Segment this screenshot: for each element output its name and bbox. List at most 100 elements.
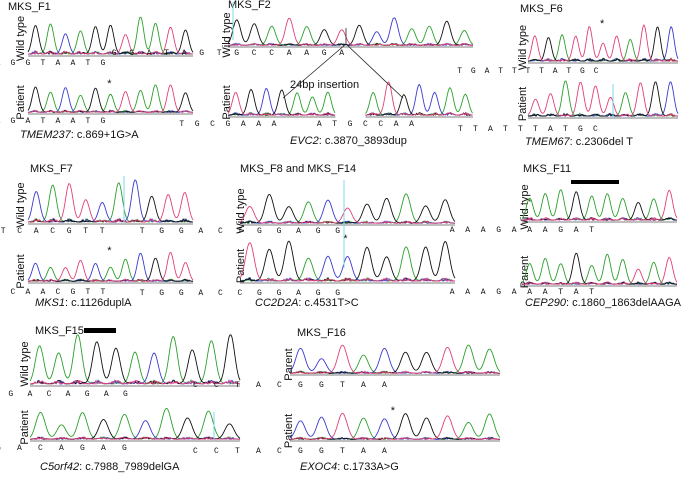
gene-name: MKS1 (35, 297, 65, 309)
trace (29, 379, 241, 385)
trace (289, 416, 501, 441)
trace (30, 420, 241, 440)
trace (27, 84, 194, 114)
trace (239, 255, 456, 283)
trace (29, 407, 241, 440)
variant: : c.2306del T (570, 136, 634, 148)
trace (240, 246, 456, 282)
panel-label: MKS_F1 (8, 1, 51, 13)
caption: CEP290: c.1860_1863delAAGA (525, 297, 682, 309)
base-sequence: CATTCACGTT (0, 227, 116, 236)
trace (289, 412, 501, 441)
insertion-label: 24bp insertion (290, 79, 359, 91)
row-label: Wild type (517, 25, 529, 70)
mutation-star: * (600, 18, 605, 30)
mutation-star: * (107, 245, 112, 257)
row-label: Patient (15, 254, 27, 288)
trace (527, 80, 679, 118)
variant: : c.4531T>C (298, 297, 358, 309)
panel-label: MKS_F8 and MKS_F14 (240, 163, 356, 175)
trace (239, 193, 456, 225)
trace (227, 17, 474, 47)
base-sequence: GACAGGTAATG (0, 59, 116, 68)
caption: MKS1: c.1126duplA (35, 297, 132, 309)
trace (289, 351, 501, 374)
trace (27, 182, 194, 223)
mutation-star: * (107, 78, 112, 90)
trace (527, 81, 679, 118)
trace (365, 94, 473, 116)
trace (27, 27, 194, 56)
variant: : c.1126duplA (65, 297, 132, 309)
trace (527, 33, 679, 63)
row-label: Wild type (15, 182, 27, 227)
row-label: Parent (519, 256, 531, 288)
trace (365, 81, 473, 116)
trace (239, 240, 456, 282)
base-sequence: TGCGAAA (179, 120, 287, 129)
trace (289, 344, 501, 375)
trace (527, 23, 679, 63)
variant: : c.1733A>G (337, 461, 398, 473)
trace (27, 182, 194, 223)
mutation-star: * (391, 405, 396, 417)
trace (227, 91, 336, 117)
trace (27, 24, 194, 56)
row-label: Patient (15, 85, 27, 119)
trace (521, 252, 678, 286)
caption: EVC2: c.3870_3893dup (290, 135, 407, 147)
trace (30, 417, 241, 440)
gene-name: CC2D2A (255, 297, 298, 309)
variant: : c.7988_7989delGA (79, 461, 180, 473)
row-label: Patient (221, 85, 233, 119)
variant: : c.3870_3893dup (319, 135, 407, 147)
panel-label: MKS_F7 (30, 163, 73, 175)
caption: C5orf42: c.7988_7989delGA (40, 461, 180, 473)
trace (527, 26, 678, 62)
caption: CC2D2A: c.4531T>C (255, 297, 359, 309)
trace (521, 253, 678, 285)
row-label: Patient (517, 87, 529, 121)
trace (521, 256, 678, 286)
panel-label: MKS_F2 (228, 0, 271, 11)
trace (27, 258, 193, 283)
gene-name: TMEM67 (525, 136, 571, 148)
caption: TMEM237: c.869+1G>A (20, 129, 139, 141)
deletion-bar (571, 180, 619, 184)
panel-label: MKS_F15 (35, 325, 84, 337)
row-label: Wild type (15, 16, 27, 61)
row-label: Patient (283, 414, 295, 448)
trace (289, 347, 501, 375)
panel-label: MKS_F11 (523, 163, 571, 175)
row-label: Wild type (19, 341, 31, 386)
gene-name: TMEM237 (20, 129, 72, 141)
base-sequence: TGGACCGGAGG (140, 289, 355, 298)
trace (28, 252, 194, 283)
variant: : c.869+1G>A (71, 129, 140, 141)
base-sequence: TTATTTATGC (458, 125, 608, 134)
row-label: Patient (19, 410, 31, 444)
trace (289, 344, 501, 375)
trace (27, 179, 194, 223)
trace (290, 413, 500, 440)
base-sequence: ATGCCAA (317, 120, 425, 129)
row-label: Wild type (519, 184, 531, 229)
trace (527, 81, 679, 118)
trace (239, 199, 455, 224)
trace (29, 436, 241, 441)
trace (521, 189, 678, 222)
base-sequence: GACAGATAATG (0, 117, 116, 126)
trace (239, 242, 456, 283)
trace (290, 413, 501, 441)
trace (527, 81, 679, 117)
base-sequence: AAAGGACAGAG (0, 390, 142, 399)
trace (521, 189, 678, 221)
mutation-star: * (343, 233, 348, 245)
trace (29, 334, 241, 385)
base-sequence: AAAGAAAGAT (450, 226, 605, 235)
row-label: Patient (235, 249, 247, 283)
base-sequence: CATTCAACGTT (0, 288, 116, 297)
gene-name: CEP290 (525, 297, 567, 309)
base-sequence: GGATAGTGCCAAGA (112, 49, 357, 58)
